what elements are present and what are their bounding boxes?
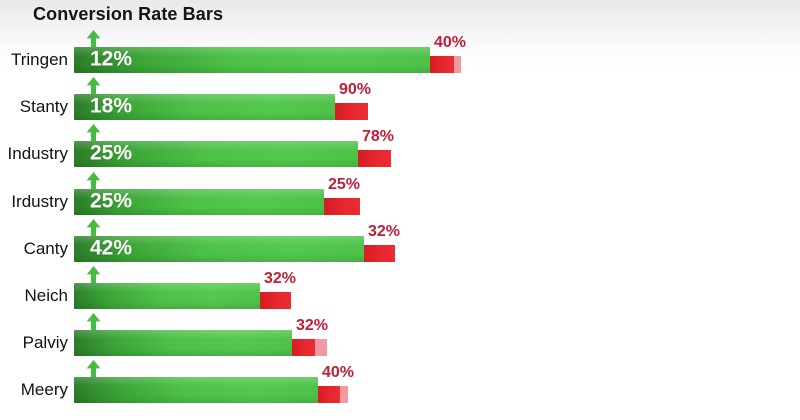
bar-green (74, 377, 318, 404)
bar-red-segment (364, 244, 395, 262)
red-percent-label: 90% (339, 81, 372, 99)
category-label: Irdustry (11, 191, 68, 211)
bar-sheen-overlay (74, 94, 335, 121)
bar-green (74, 330, 292, 357)
up-arrow-icon (85, 313, 102, 333)
inner-percent-label: 25% (90, 189, 133, 213)
bar-red-segment (430, 56, 454, 73)
category-label: Meery (20, 380, 68, 400)
inner-percent-label: 25% (90, 141, 133, 165)
bar-sheen-overlay (74, 141, 358, 168)
up-arrow-icon (85, 171, 102, 191)
red-percent-label: 40% (322, 364, 355, 382)
bar-sheen-overlay (74, 47, 430, 73)
up-arrow-icon (85, 77, 102, 97)
up-arrow-icon (85, 360, 102, 380)
bar-sheen-overlay (74, 377, 318, 404)
red-percent-label: 32% (296, 317, 329, 335)
category-label: Canty (23, 238, 68, 258)
up-arrow-icon (85, 218, 102, 238)
bar-green: 18% (74, 94, 335, 121)
inner-percent-label: 42% (90, 236, 133, 260)
inner-percent-label: 12% (90, 47, 133, 71)
red-percent-label: 32% (368, 222, 401, 240)
category-label: Palviy (22, 333, 68, 353)
bar-red-segment (292, 339, 315, 357)
category-label: Tringen (10, 50, 68, 69)
bar-sheen-overlay (74, 188, 324, 215)
bar-red-segment (335, 103, 368, 121)
inner-percent-label: 18% (90, 94, 133, 118)
chart-title: Conversion Rate Bars (33, 4, 224, 24)
bar-pink-segment (454, 56, 461, 73)
bar-sheen-overlay (74, 283, 260, 309)
red-percent-label: 78% (362, 128, 395, 146)
bar-green: 25% (74, 188, 324, 215)
bar-sheen-overlay (74, 235, 364, 262)
bar-red-segment (324, 197, 360, 215)
bar-green (74, 283, 260, 309)
bar-pink-segment (340, 386, 348, 404)
bar-red-segment (358, 150, 391, 168)
up-arrow-icon (85, 266, 102, 285)
bar-green: 12% (74, 47, 430, 73)
category-label: Industry (7, 144, 68, 164)
red-percent-label: 32% (264, 270, 297, 287)
bar-green: 42% (74, 235, 364, 262)
bar-red-segment (260, 292, 291, 309)
red-percent-label: 25% (328, 175, 361, 193)
category-label: Stanty (19, 97, 68, 117)
red-percent-label: 40% (434, 34, 467, 51)
up-arrow-icon (85, 124, 102, 144)
bar-pink-segment (315, 339, 327, 357)
bar-green: 25% (74, 141, 358, 168)
bar-red-segment (318, 386, 340, 404)
up-arrow-icon (85, 30, 102, 49)
category-label: Neich (24, 286, 68, 305)
bar-sheen-overlay (74, 330, 292, 357)
